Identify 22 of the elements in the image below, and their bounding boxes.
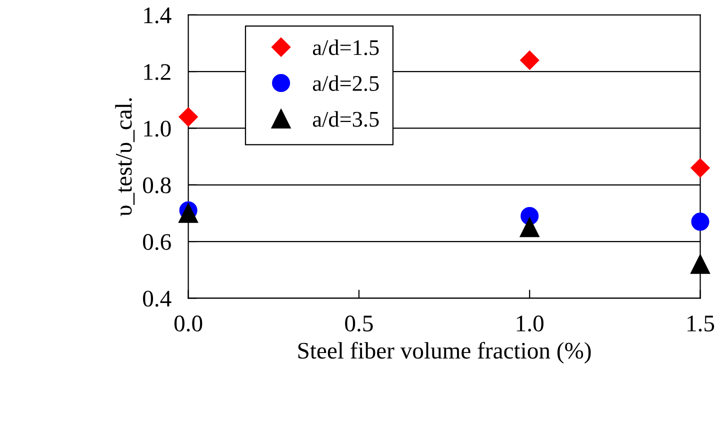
point bbox=[690, 254, 710, 274]
y-tick-label: 0.8 bbox=[143, 177, 171, 194]
point bbox=[178, 107, 198, 126]
legend-label: a/d=3.5 bbox=[312, 111, 379, 127]
legend-label: a/d=1.5 bbox=[312, 39, 379, 56]
y-tick-label: 0.6 bbox=[143, 234, 171, 250]
y-axis-title: υ_test/υ_cal. bbox=[115, 98, 135, 216]
x-axis-title: Steel fiber volume fraction (%) bbox=[298, 342, 591, 364]
x-tick-label: 1.5 bbox=[688, 316, 714, 332]
x-tick-label: 0.0 bbox=[174, 316, 202, 332]
point bbox=[690, 158, 710, 178]
x-tick-label: 0.5 bbox=[345, 316, 373, 332]
y-tick-label: 0.4 bbox=[143, 290, 172, 307]
point bbox=[691, 212, 710, 231]
y-tick-label: 1.0 bbox=[144, 120, 171, 137]
y-tick-label: 1.2 bbox=[144, 64, 170, 80]
x-tick-label: 1.0 bbox=[516, 316, 544, 332]
y-tick-label: 1.4 bbox=[144, 8, 172, 24]
legend-label: a/d=2.5 bbox=[312, 75, 379, 92]
point bbox=[178, 203, 198, 223]
point bbox=[520, 218, 540, 238]
point bbox=[520, 50, 540, 70]
